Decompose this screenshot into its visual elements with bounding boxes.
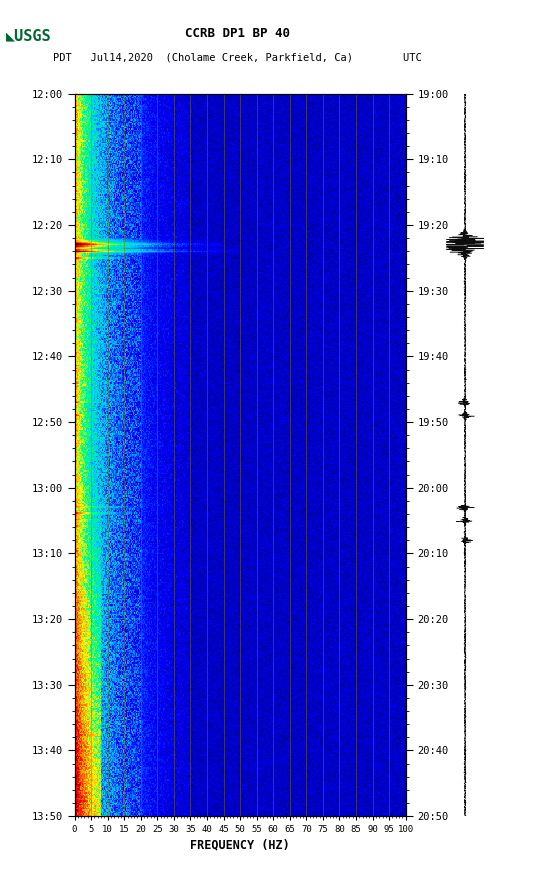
- Text: PDT   Jul14,2020  (Cholame Creek, Parkfield, Ca)        UTC: PDT Jul14,2020 (Cholame Creek, Parkfield…: [53, 53, 422, 62]
- Text: CCRB DP1 BP 40: CCRB DP1 BP 40: [185, 27, 290, 40]
- Text: ◣USGS: ◣USGS: [6, 29, 51, 44]
- X-axis label: FREQUENCY (HZ): FREQUENCY (HZ): [190, 838, 290, 851]
